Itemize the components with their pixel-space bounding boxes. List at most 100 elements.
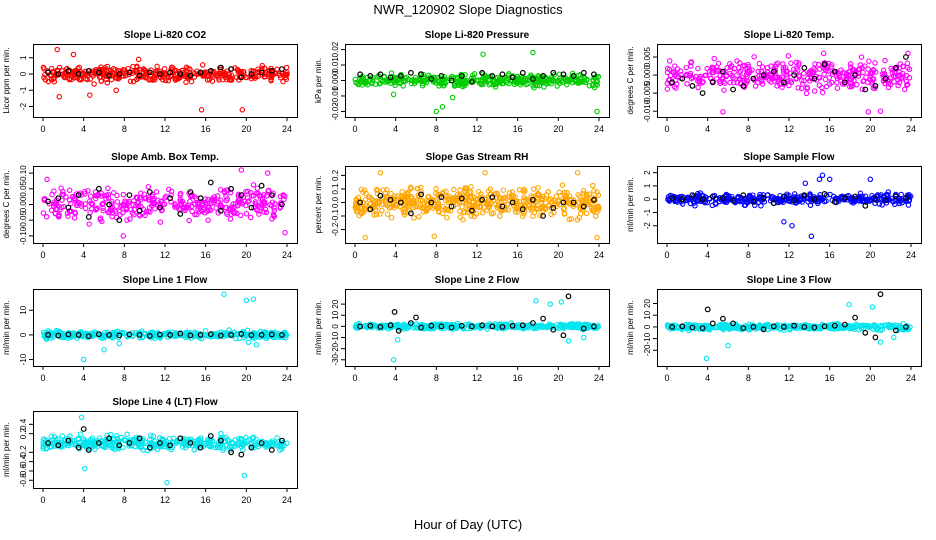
data-point <box>166 435 173 442</box>
data-point <box>65 440 71 447</box>
data-point <box>906 66 913 73</box>
data-point <box>843 71 850 77</box>
data-point <box>208 200 215 206</box>
mean-point <box>862 329 869 336</box>
data-point <box>116 74 123 81</box>
mean-point <box>268 192 275 199</box>
data-point <box>594 234 600 241</box>
data-point <box>794 322 800 329</box>
mean-point <box>85 447 92 453</box>
data-point <box>167 73 174 79</box>
data-point <box>419 205 425 211</box>
data-point <box>70 51 77 58</box>
x-tick-label: 24 <box>906 373 916 383</box>
data-point <box>530 194 536 200</box>
data-point <box>540 193 547 200</box>
mean-point <box>258 182 265 189</box>
y-tick-label: 0.4 <box>19 418 28 430</box>
data-point <box>522 196 528 202</box>
data-point <box>84 439 90 446</box>
mean-point <box>197 444 204 451</box>
y-tick-label: -10 <box>331 331 340 343</box>
data-point <box>435 205 442 212</box>
mean-point <box>530 76 536 82</box>
data-point <box>697 324 703 331</box>
mean-point <box>248 204 255 211</box>
data-point <box>666 58 673 64</box>
chart-panel: Slope Amb. Box Temp. degrees C per min. 0 4… <box>2 152 298 260</box>
data-point <box>420 71 426 78</box>
data-point <box>822 76 829 83</box>
data-point <box>795 85 801 91</box>
data-point <box>400 78 407 85</box>
data-point <box>696 78 703 85</box>
mean-point <box>85 214 92 220</box>
mean-point <box>570 199 577 206</box>
mean-point <box>85 333 92 340</box>
data-point <box>98 193 105 199</box>
data-point <box>283 64 290 71</box>
data-point <box>776 76 782 83</box>
data-point <box>825 324 831 331</box>
chart-panel: Slope Li-820 Temp. degrees C per min. 0 4 8 1… <box>626 30 922 134</box>
data-point <box>48 433 55 440</box>
mean-point <box>367 72 374 79</box>
panel-title: Slope Line 4 (LT) Flow <box>112 397 218 408</box>
data-point <box>414 185 421 192</box>
mean-point <box>177 435 184 442</box>
data-point <box>414 197 420 204</box>
data-point <box>594 204 600 210</box>
mean-point <box>397 72 404 79</box>
data-point <box>904 81 911 88</box>
data-point <box>124 217 130 223</box>
data-point <box>452 197 459 204</box>
data-point <box>399 324 406 331</box>
mean-point <box>116 217 123 224</box>
data-point <box>113 433 120 439</box>
mean-point <box>146 69 153 76</box>
y-tick-label: -0.6 <box>19 464 28 478</box>
x-tick-label: 20 <box>553 250 563 260</box>
data-point <box>152 205 158 212</box>
mean-point <box>156 71 163 77</box>
mean-point <box>720 68 726 75</box>
data-point <box>186 73 193 80</box>
data-point <box>440 189 447 196</box>
data-point <box>827 191 833 198</box>
data-point <box>468 213 474 219</box>
data-point <box>142 439 148 445</box>
x-tick-label: 24 <box>282 495 292 505</box>
mean-point <box>413 314 419 321</box>
data-point <box>505 201 511 207</box>
data-point <box>412 74 419 81</box>
mean-point <box>238 74 245 81</box>
data-point <box>384 211 391 217</box>
data-point <box>263 193 270 199</box>
data-point <box>192 211 198 218</box>
data-point <box>40 210 47 216</box>
data-point <box>62 436 68 443</box>
data-point <box>223 204 229 211</box>
data-point <box>738 325 744 331</box>
x-tick-label: 20 <box>865 373 875 383</box>
mean-point <box>469 79 475 85</box>
data-point <box>122 437 128 444</box>
x-tick-label: 24 <box>594 250 604 260</box>
data-point <box>491 81 497 88</box>
data-point <box>82 205 89 212</box>
mean-point <box>669 194 675 201</box>
data-point <box>390 357 397 363</box>
mean-point <box>217 332 224 339</box>
data-point <box>841 325 848 332</box>
mean-point <box>136 435 143 442</box>
x-tick-label: 12 <box>160 495 170 505</box>
data-point <box>728 63 735 69</box>
mean-point <box>565 293 572 300</box>
mean-point <box>560 71 567 78</box>
mean-point <box>842 79 848 86</box>
x-tick-label: 24 <box>906 250 916 260</box>
data-point <box>90 330 96 337</box>
y-tick-label: 20 <box>643 299 652 308</box>
data-point <box>777 199 783 205</box>
